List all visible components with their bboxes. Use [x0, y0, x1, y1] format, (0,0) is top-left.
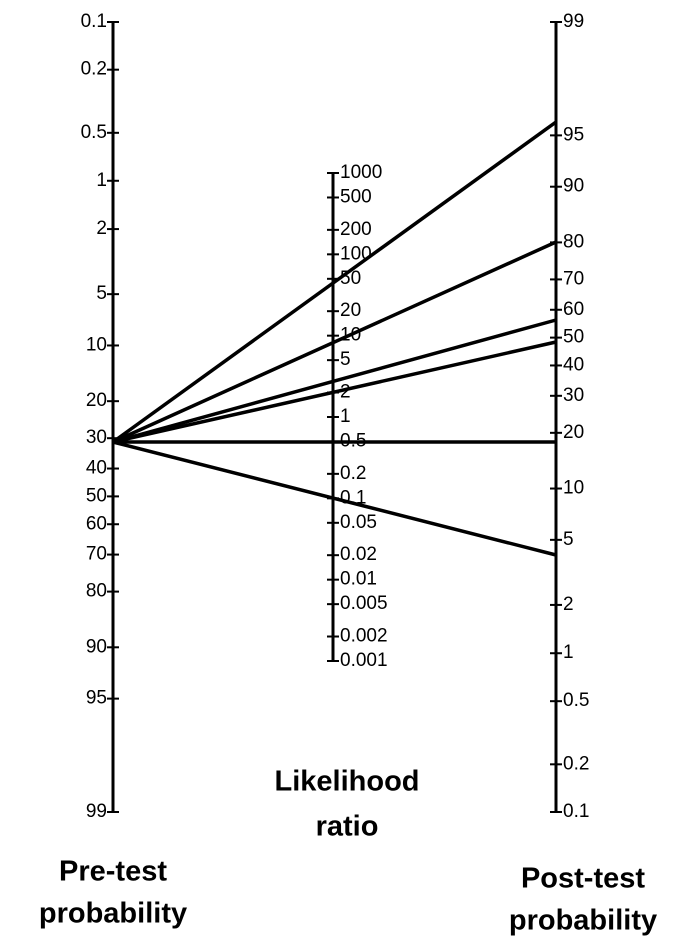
tick-label: 0.5	[563, 690, 589, 711]
tick-label: 2	[563, 594, 574, 615]
tick-label: 0.2	[340, 463, 366, 484]
tick-label: 0.1	[563, 801, 589, 822]
tick-label: 90	[563, 176, 584, 197]
axis-title: Likelihood	[275, 766, 420, 798]
tick-label: 90	[86, 636, 107, 657]
tick-label: 50	[86, 485, 107, 506]
tick-label: 99	[563, 11, 584, 32]
tick-label: 30	[563, 385, 584, 406]
tick-label: 200	[340, 219, 372, 240]
tick-label: 99	[86, 801, 107, 822]
tick-label: 80	[563, 231, 584, 252]
tick-label: 10	[340, 325, 361, 346]
tick-label: 500	[340, 186, 372, 207]
tick-label: 100	[340, 243, 372, 264]
tick-label: 0.5	[81, 122, 107, 143]
tick-label: 0.2	[81, 59, 107, 80]
tick-label: 2	[340, 382, 351, 403]
tick-label: 40	[563, 354, 584, 375]
tick-label: 0.01	[340, 569, 377, 590]
tick-label: 20	[86, 390, 107, 411]
tick-label: 0.001	[340, 650, 388, 671]
tick-label: 0.1	[340, 487, 366, 508]
tick-label: 95	[563, 124, 584, 145]
tick-label: 20	[340, 300, 361, 321]
axis-title: Pre-test	[59, 856, 167, 888]
tick-label: 40	[86, 458, 107, 479]
tick-label: 20	[563, 422, 584, 443]
tick-label: 0.5	[340, 430, 366, 451]
tick-label: 5	[96, 283, 107, 304]
tick-label: 0.05	[340, 512, 377, 533]
tick-label: 80	[86, 581, 107, 602]
tick-label: 5	[340, 349, 351, 370]
tick-label: 1000	[340, 162, 382, 183]
tick-label: 30	[86, 427, 107, 448]
tick-label: 50	[563, 327, 584, 348]
axis-title: probability	[39, 898, 187, 930]
tick-label: 1	[96, 170, 107, 191]
tick-label: 10	[563, 478, 584, 499]
tick-label: 2	[96, 218, 107, 239]
tick-label: 0.1	[81, 11, 107, 32]
axis-title: Post-test	[521, 863, 645, 895]
tick-label: 0.005	[340, 593, 388, 614]
tick-label: 60	[563, 299, 584, 320]
tick-label: 70	[86, 544, 107, 565]
tick-label: 70	[563, 268, 584, 289]
tick-label: 95	[86, 688, 107, 709]
tick-label: 0.002	[340, 626, 388, 647]
tick-label: 0.02	[340, 544, 377, 565]
tick-label: 10	[86, 334, 107, 355]
tick-label: 60	[86, 513, 107, 534]
tick-label: 5	[563, 529, 574, 550]
axis-title: probability	[509, 905, 657, 937]
tick-label: 50	[340, 268, 361, 289]
tick-label: 1	[340, 406, 351, 427]
axis-title: ratio	[316, 811, 379, 843]
tick-label: 0.2	[563, 753, 589, 774]
tick-label: 1	[563, 642, 574, 663]
